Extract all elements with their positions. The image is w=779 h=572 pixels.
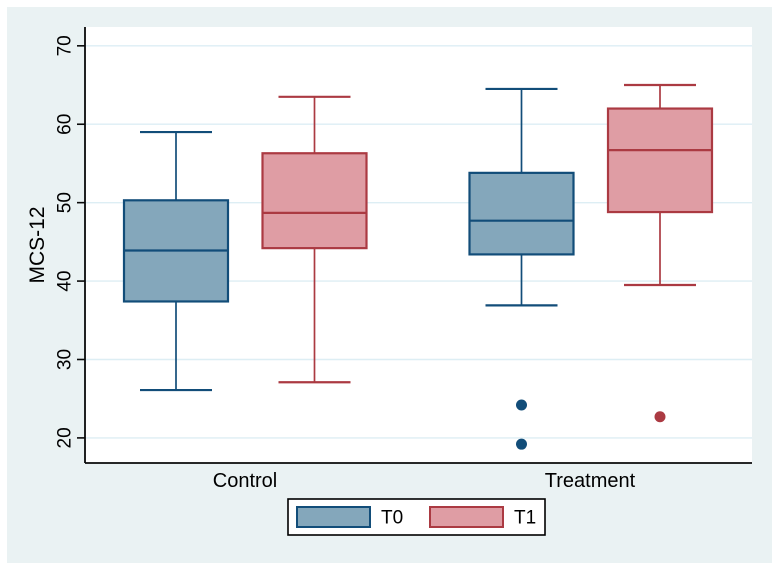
box-t0-treatment-outlier-1 [516, 438, 527, 450]
legend-swatch-t0 [296, 506, 371, 528]
y-tick-label-70: 70 [55, 35, 76, 56]
axis-lines [84, 27, 752, 464]
x-axis-labels: Control Treatment [213, 470, 636, 492]
y-axis-ticks: 20 30 40 50 60 70 [55, 35, 85, 448]
box-t1-treatment-outlier-0 [654, 411, 666, 423]
box-t0-treatment-outlier-0 [516, 399, 527, 411]
box-series [122, 83, 714, 392]
y-tick-label-50: 50 [55, 192, 76, 213]
y-tick-label-20: 20 [55, 427, 76, 448]
group-label-control: Control [213, 470, 277, 492]
legend-label-t0: T0 [381, 508, 403, 529]
box-t0-treatment [468, 171, 575, 256]
legend: T0 T1 [287, 498, 546, 536]
y-tick-label-30: 30 [55, 349, 76, 370]
y-tick-label-40: 40 [55, 271, 76, 292]
graph-canvas: 20 30 40 50 60 70 MCS-12 Control Treatment T0… [7, 7, 772, 563]
box-t1-treatment [606, 107, 714, 214]
legend-swatch-t1 [429, 506, 504, 528]
legend-label-t1: T1 [514, 508, 536, 529]
y-tick-label-60: 60 [55, 114, 76, 135]
boxplot-chart: 20 30 40 50 60 70 MCS-12 Control Treatment T0… [26, 27, 752, 536]
y-axis-title: MCS-12 [26, 206, 49, 283]
box-t1-control [261, 152, 368, 250]
group-label-treatment: Treatment [545, 470, 636, 492]
outlier-dots [516, 399, 666, 450]
